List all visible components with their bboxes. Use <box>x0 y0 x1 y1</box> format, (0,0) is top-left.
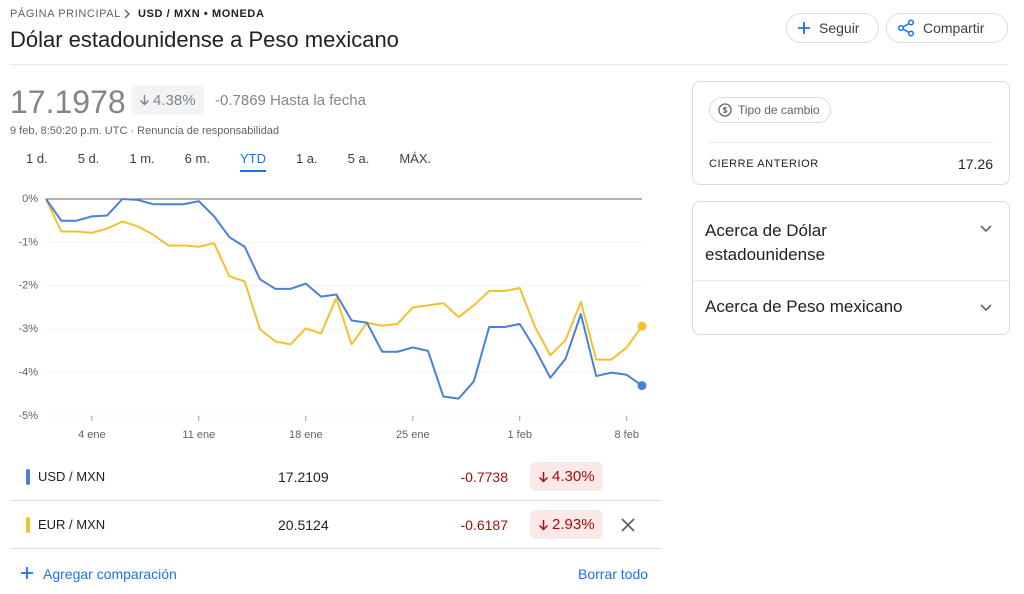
chevron <box>980 225 992 233</box>
chart: 0% -1% -2% -3% -4% -5% 4 ene 11 ene 18 ene 25 ene… <box>18 193 647 441</box>
down-arrow <box>538 519 549 531</box>
down-arrow <box>538 471 549 483</box>
chip: Tipo de cambio <box>709 97 831 123</box>
stat-value: 17.26 <box>957 156 993 172</box>
timestamp: 9 feb, 8:50:20 p.m. UTC · Renuncia de re… <box>10 125 280 137</box>
remove-button[interactable] <box>620 517 635 532</box>
range-tab[interactable]: 6 m. <box>184 151 210 166</box>
y-tick-label: 0% <box>22 193 38 205</box>
series-name: EUR / MXN <box>38 517 106 532</box>
about-item[interactable]: Acerca de Dólar estadounidense <box>705 221 827 264</box>
row-price: 17.2109 <box>278 468 329 485</box>
change-group: -0.7869 Hasta la fecha <box>215 92 366 109</box>
x-tick-label: 18 ene <box>289 429 323 441</box>
change: -0.7869 <box>215 92 266 109</box>
y-tick-label: -2% <box>18 280 38 292</box>
y-tick-label: -5% <box>18 410 38 422</box>
divider <box>709 142 993 143</box>
comparison-row: EUR / MXN 20.5124 -0.6187 2.93% <box>10 501 662 549</box>
follow-button[interactable]: Seguir <box>786 13 879 43</box>
series-line <box>45 198 643 400</box>
share-icon <box>897 19 915 37</box>
divider <box>10 64 1008 65</box>
y-tick-label: -1% <box>18 236 38 248</box>
breadcrumb-chevron <box>124 9 130 19</box>
x-tick-label: 4 ene <box>78 429 106 441</box>
series-swatch <box>26 468 30 485</box>
share-label: Compartir <box>923 20 985 36</box>
add-comparison[interactable]: Agregar comparación <box>43 566 177 582</box>
series-name: USD / MXN <box>38 469 106 484</box>
page-title: Dólar estadounidense a Peso mexicano <box>10 27 399 52</box>
comparison-row: USD / MXN 17.2109 -0.7738 4.30% <box>10 453 662 501</box>
stat-label: CIERRE ANTERIOR <box>709 158 819 170</box>
range-tab[interactable]: 5 a. <box>347 151 370 166</box>
x-tick-label: 1 feb <box>508 429 532 441</box>
x-tick-label: 8 feb <box>614 429 638 441</box>
row-change-pct: 2.93% <box>552 516 595 533</box>
chevron <box>980 304 992 312</box>
stats-card: Tipo de cambio CIERRE ANTERIOR 17.26 <box>692 81 1010 185</box>
y-tick-label: -4% <box>18 367 38 379</box>
y-tick-label: -3% <box>18 323 38 335</box>
row-change-pct-badge: 4.30% <box>530 462 603 491</box>
about-card: Acerca de Dólar estadounidense Acerca de… <box>692 201 1010 335</box>
row-price: 20.5124 <box>278 516 329 533</box>
range-tab[interactable]: 1 m. <box>129 151 155 166</box>
x-tick-label: 25 ene <box>396 429 430 441</box>
row-change: -0.6187 <box>460 516 508 533</box>
range-tab[interactable]: YTD <box>239 151 266 172</box>
change-period: Hasta la fecha <box>270 92 366 109</box>
plus-icon <box>798 22 810 34</box>
end-dot <box>637 381 647 391</box>
x-tick-label: 11 ene <box>182 429 215 441</box>
divider <box>693 280 1009 281</box>
down-arrow <box>139 95 150 106</box>
change-pct: 4.38% <box>153 91 196 109</box>
end-dot <box>637 321 647 331</box>
range-tab[interactable]: 5 d. <box>77 151 100 166</box>
change-pct-badge: 4.38% <box>131 85 204 115</box>
price: 17.1978 <box>10 84 126 120</box>
range-tab[interactable]: MÁX. <box>399 151 432 166</box>
series-swatch <box>26 516 30 533</box>
clear-all[interactable]: Borrar todo <box>578 566 649 582</box>
follow-label: Seguir <box>819 20 860 36</box>
breadcrumb-current: USD / MXN • MONEDA <box>138 8 265 20</box>
breadcrumb-home[interactable]: PÁGINA PRINCIPAL <box>10 8 121 20</box>
currency-icon <box>718 103 732 117</box>
plus-icon <box>21 567 33 579</box>
share-button[interactable]: Compartir <box>886 13 1008 43</box>
series-line <box>45 198 643 361</box>
range-tabs: 1 d. 5 d. 1 m. 6 m. YTD 1 a. 5 a. MÁX. <box>26 151 461 172</box>
about-item[interactable]: Acerca de Peso mexicano <box>705 297 903 316</box>
row-change: -0.7738 <box>460 468 508 485</box>
range-tab[interactable]: 1 d. <box>26 151 48 166</box>
chip-label: Tipo de cambio <box>738 103 820 117</box>
range-tab[interactable]: 1 a. <box>295 151 318 166</box>
row-change-pct: 4.30% <box>552 468 595 485</box>
row-change-pct-badge: 2.93% <box>530 510 603 539</box>
